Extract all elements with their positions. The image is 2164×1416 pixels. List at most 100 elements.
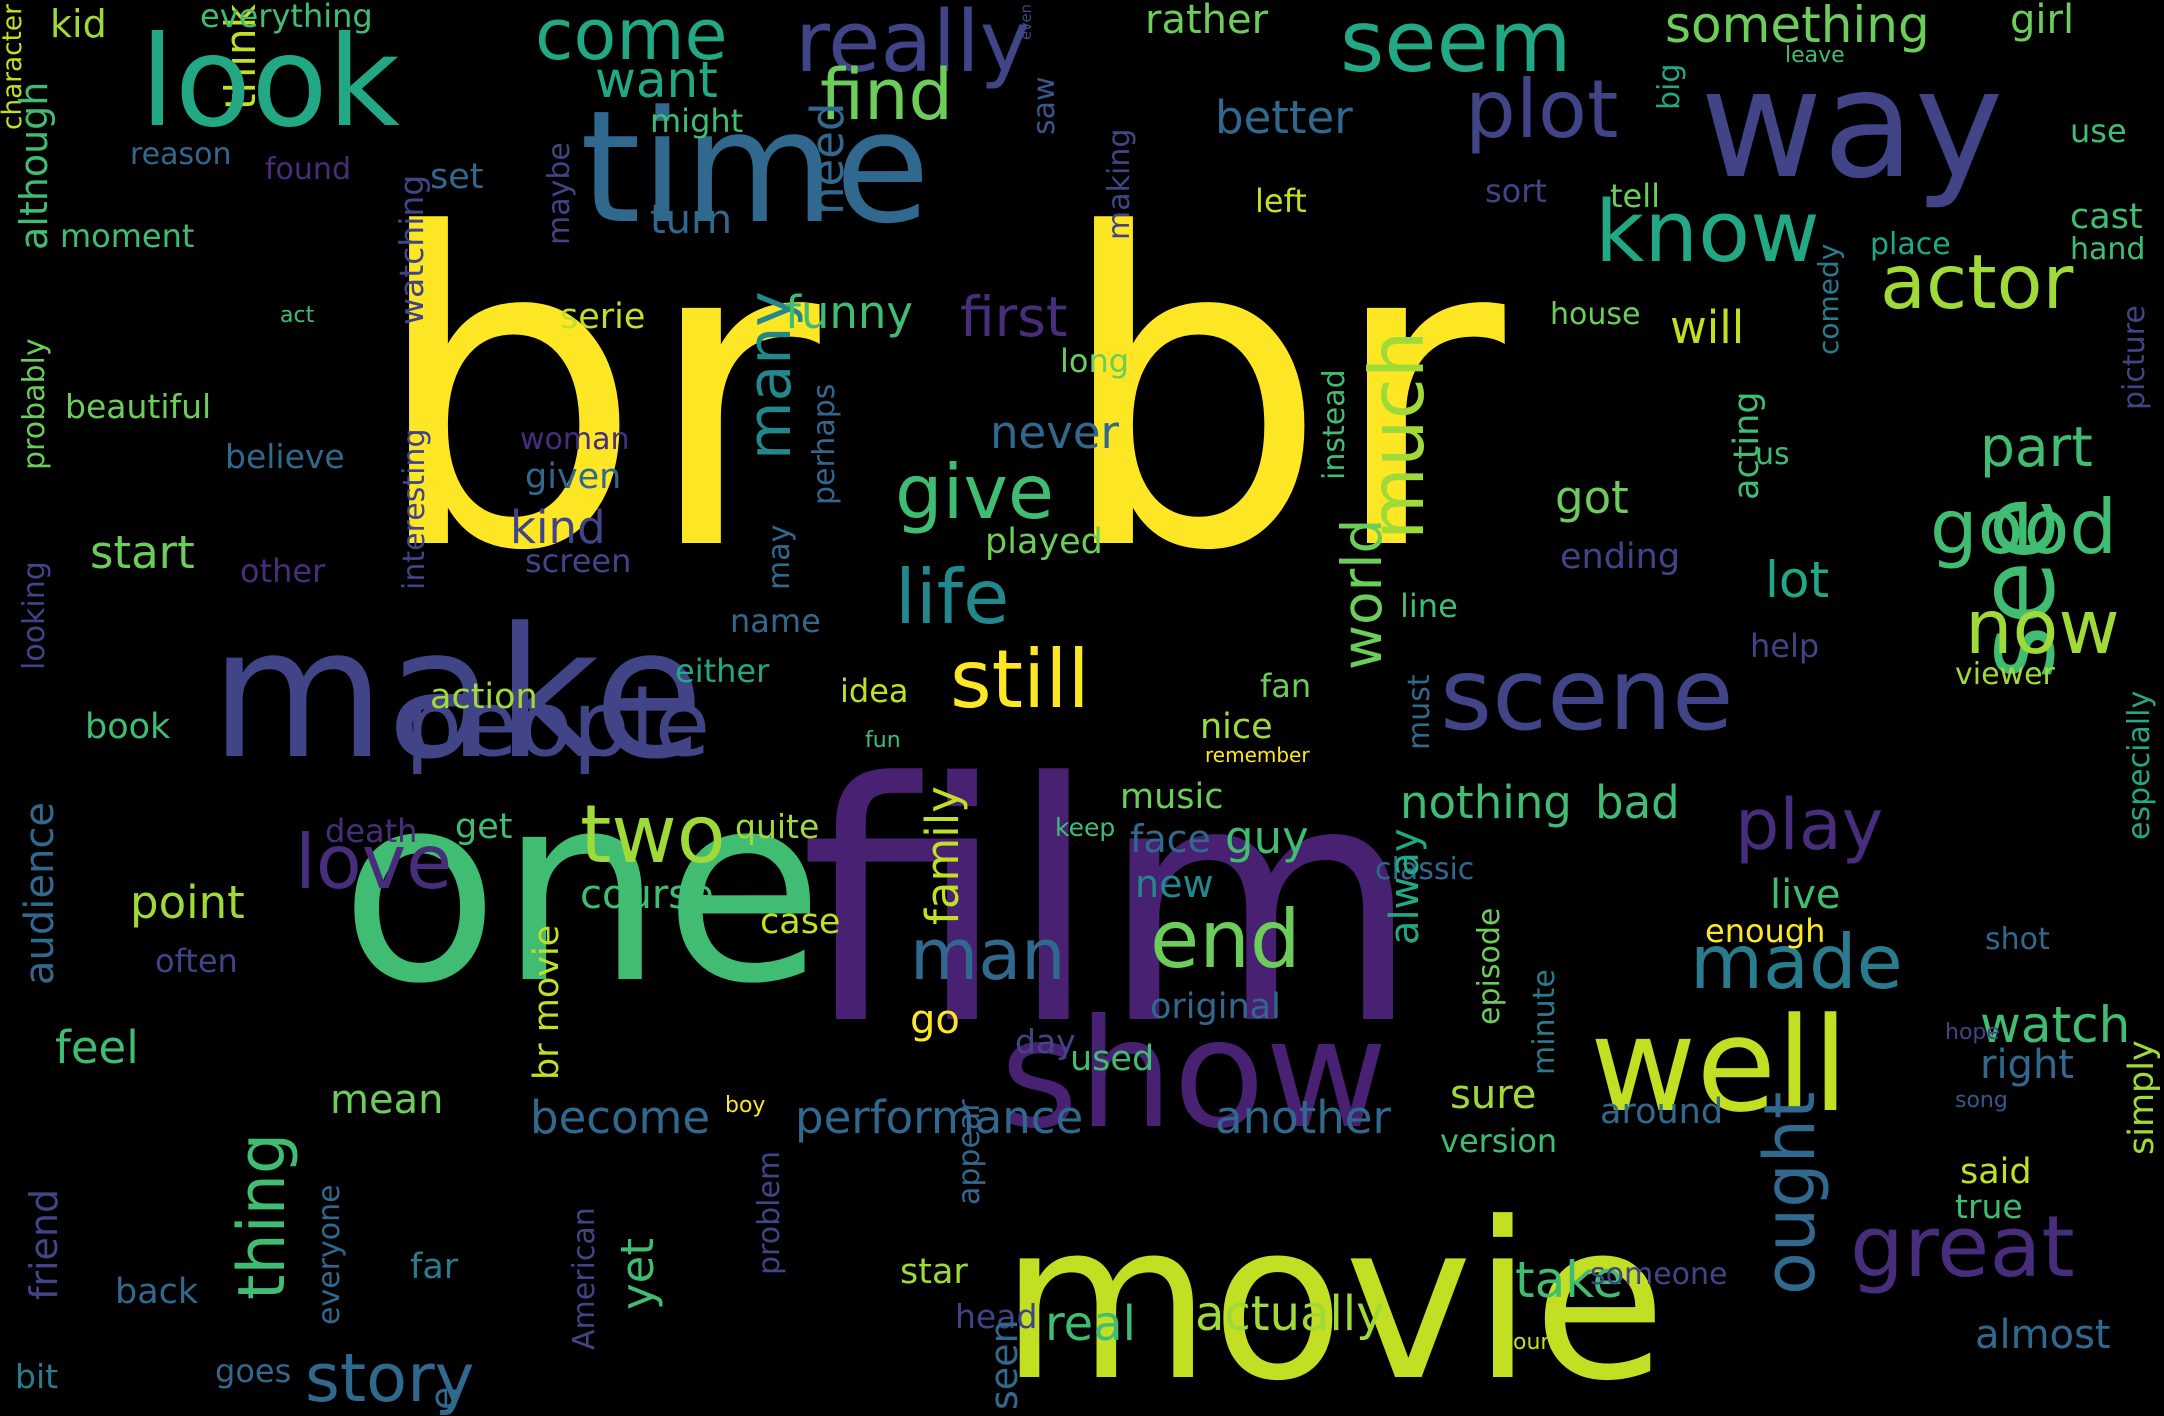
- word-turn-58: turn: [650, 197, 733, 243]
- word-must-110: must: [1402, 674, 1437, 750]
- word-show-9: show: [1000, 988, 1388, 1162]
- word-know-21: know: [1595, 183, 1820, 282]
- word-song-154: song: [1955, 1088, 2008, 1113]
- word-maybe-65: maybe: [542, 142, 577, 245]
- word-interesting-93: interesting: [397, 428, 432, 590]
- word-often-136: often: [155, 942, 238, 980]
- word-looking-100: looking: [17, 561, 52, 670]
- word-long-82: long: [1060, 342, 1130, 380]
- word-keep-120: keep: [1055, 813, 1116, 842]
- word-go-138: go: [910, 997, 960, 1043]
- word-ought-167: ought: [1749, 1091, 1831, 1295]
- word-great-35: great: [1850, 1198, 2075, 1297]
- word-help-104: help: [1750, 627, 1820, 665]
- word-girl-49: girl: [2010, 0, 2075, 43]
- word-everything-50: everything: [200, 0, 373, 35]
- word-around-152: around: [1600, 1092, 1724, 1132]
- word-lot-46: lot: [1765, 551, 1830, 609]
- word-look-13: look: [140, 10, 401, 155]
- word-quite-119: quite: [735, 807, 820, 846]
- word-play-34: play: [1735, 784, 1884, 866]
- word-picture-84: picture: [2117, 305, 2152, 410]
- word-part-45: part: [1980, 415, 2093, 479]
- word-big-61: big: [1652, 63, 1687, 110]
- word-man-33: man: [910, 914, 1066, 996]
- word-back-168: back: [115, 1272, 199, 1312]
- word-time-8: time: [580, 77, 931, 258]
- word-serie-74: serie: [560, 297, 646, 337]
- word-actor-25: actor: [1880, 238, 2074, 326]
- word-find-24: find: [820, 54, 953, 136]
- word-kid-51: kid: [50, 2, 107, 46]
- word-e-178: e: [422, 1386, 466, 1410]
- word-american-172: American: [567, 1207, 602, 1350]
- word-perhaps-88: perhaps: [807, 383, 842, 505]
- word-another-150: another: [1215, 1091, 1391, 1144]
- word-watch-43: watch: [1980, 996, 2131, 1054]
- word-believe-86: believe: [225, 437, 345, 476]
- word-comedy-79: comedy: [1812, 243, 1845, 355]
- word-idea-108: idea: [840, 672, 909, 710]
- word-point-128: point: [130, 876, 245, 929]
- word-thing-39: thing: [225, 1132, 300, 1300]
- word-minute-141: minute: [1527, 969, 1562, 1075]
- word-might-53: might: [650, 102, 744, 140]
- word-better-47: better: [1215, 91, 1353, 144]
- word-come-23: come: [535, 0, 728, 76]
- word-tell-68: tell: [1610, 177, 1661, 215]
- word-br-0: br: [370, 145, 820, 645]
- word-give-27: give: [895, 448, 1054, 536]
- word-end-31: end: [1150, 893, 1301, 986]
- word-face-125: face: [1130, 817, 1211, 861]
- word-use-63: use: [2070, 112, 2127, 150]
- word-line-103: line: [1400, 587, 1458, 625]
- word-place-70: place: [1870, 227, 1951, 262]
- word-remember-114: remember: [1205, 743, 1310, 767]
- word-take-44: take: [1515, 1251, 1624, 1309]
- word-real-169: real: [1045, 1296, 1136, 1352]
- word-alway-131: alway: [1382, 828, 1428, 945]
- word-kind-94: kind: [510, 501, 606, 554]
- word-plot-22: plot: [1465, 63, 1619, 156]
- word-day-140: day: [1015, 1022, 1076, 1061]
- word-sure-151: sure: [1450, 1072, 1537, 1118]
- word-guy-126: guy: [1225, 811, 1309, 864]
- word-movie-6: movie: [1000, 1177, 1667, 1416]
- word-course-129: course: [580, 872, 714, 918]
- word-star-165: star: [900, 1252, 968, 1292]
- word-version-156: version: [1440, 1122, 1558, 1160]
- word-everyone-161: everyone: [312, 1184, 347, 1325]
- word-first-76: first: [960, 285, 1068, 349]
- word-almost-171: almost: [1975, 1312, 2111, 1358]
- word-people-18: people: [405, 672, 711, 777]
- word-left-66: left: [1255, 182, 1307, 220]
- word-far-163: far: [410, 1247, 459, 1287]
- word-other-97: other: [240, 552, 326, 590]
- word-something-41: something: [1665, 0, 1930, 54]
- word-woman-87: woman: [520, 422, 630, 457]
- word-original-139: original: [1150, 987, 1281, 1027]
- word-enough-135: enough: [1705, 912, 1826, 950]
- word-music-121: music: [1120, 777, 1224, 817]
- word-seem-20: seem: [1340, 0, 1572, 92]
- word-reason-54: reason: [130, 137, 232, 172]
- word-instead-85: instead: [1317, 369, 1352, 480]
- word-family-124: family: [916, 786, 969, 925]
- word-action-107: action: [430, 677, 538, 717]
- word-audience-116: audience: [17, 802, 63, 985]
- word-still-29: still: [950, 633, 1090, 726]
- word-book-111: book: [85, 707, 171, 747]
- word-hand-71: hand: [2070, 232, 2146, 267]
- word-leave-62: leave: [1785, 43, 1845, 68]
- word-one-5: one: [340, 739, 824, 1041]
- word-br-movie-145: br movie: [527, 924, 567, 1080]
- word-never-89: never: [990, 406, 1120, 459]
- word-classic-127: classic: [1375, 852, 1475, 887]
- word-given-91: given: [525, 457, 622, 497]
- word-appear-157: appear: [952, 1099, 987, 1205]
- word-seen-177: seen: [982, 1319, 1026, 1410]
- word-young-174: young: [1500, 1330, 1569, 1355]
- word-story-14: story: [305, 1339, 475, 1416]
- word-made-32: made: [1690, 918, 1903, 1006]
- word-rather-48: rather: [1145, 0, 1269, 43]
